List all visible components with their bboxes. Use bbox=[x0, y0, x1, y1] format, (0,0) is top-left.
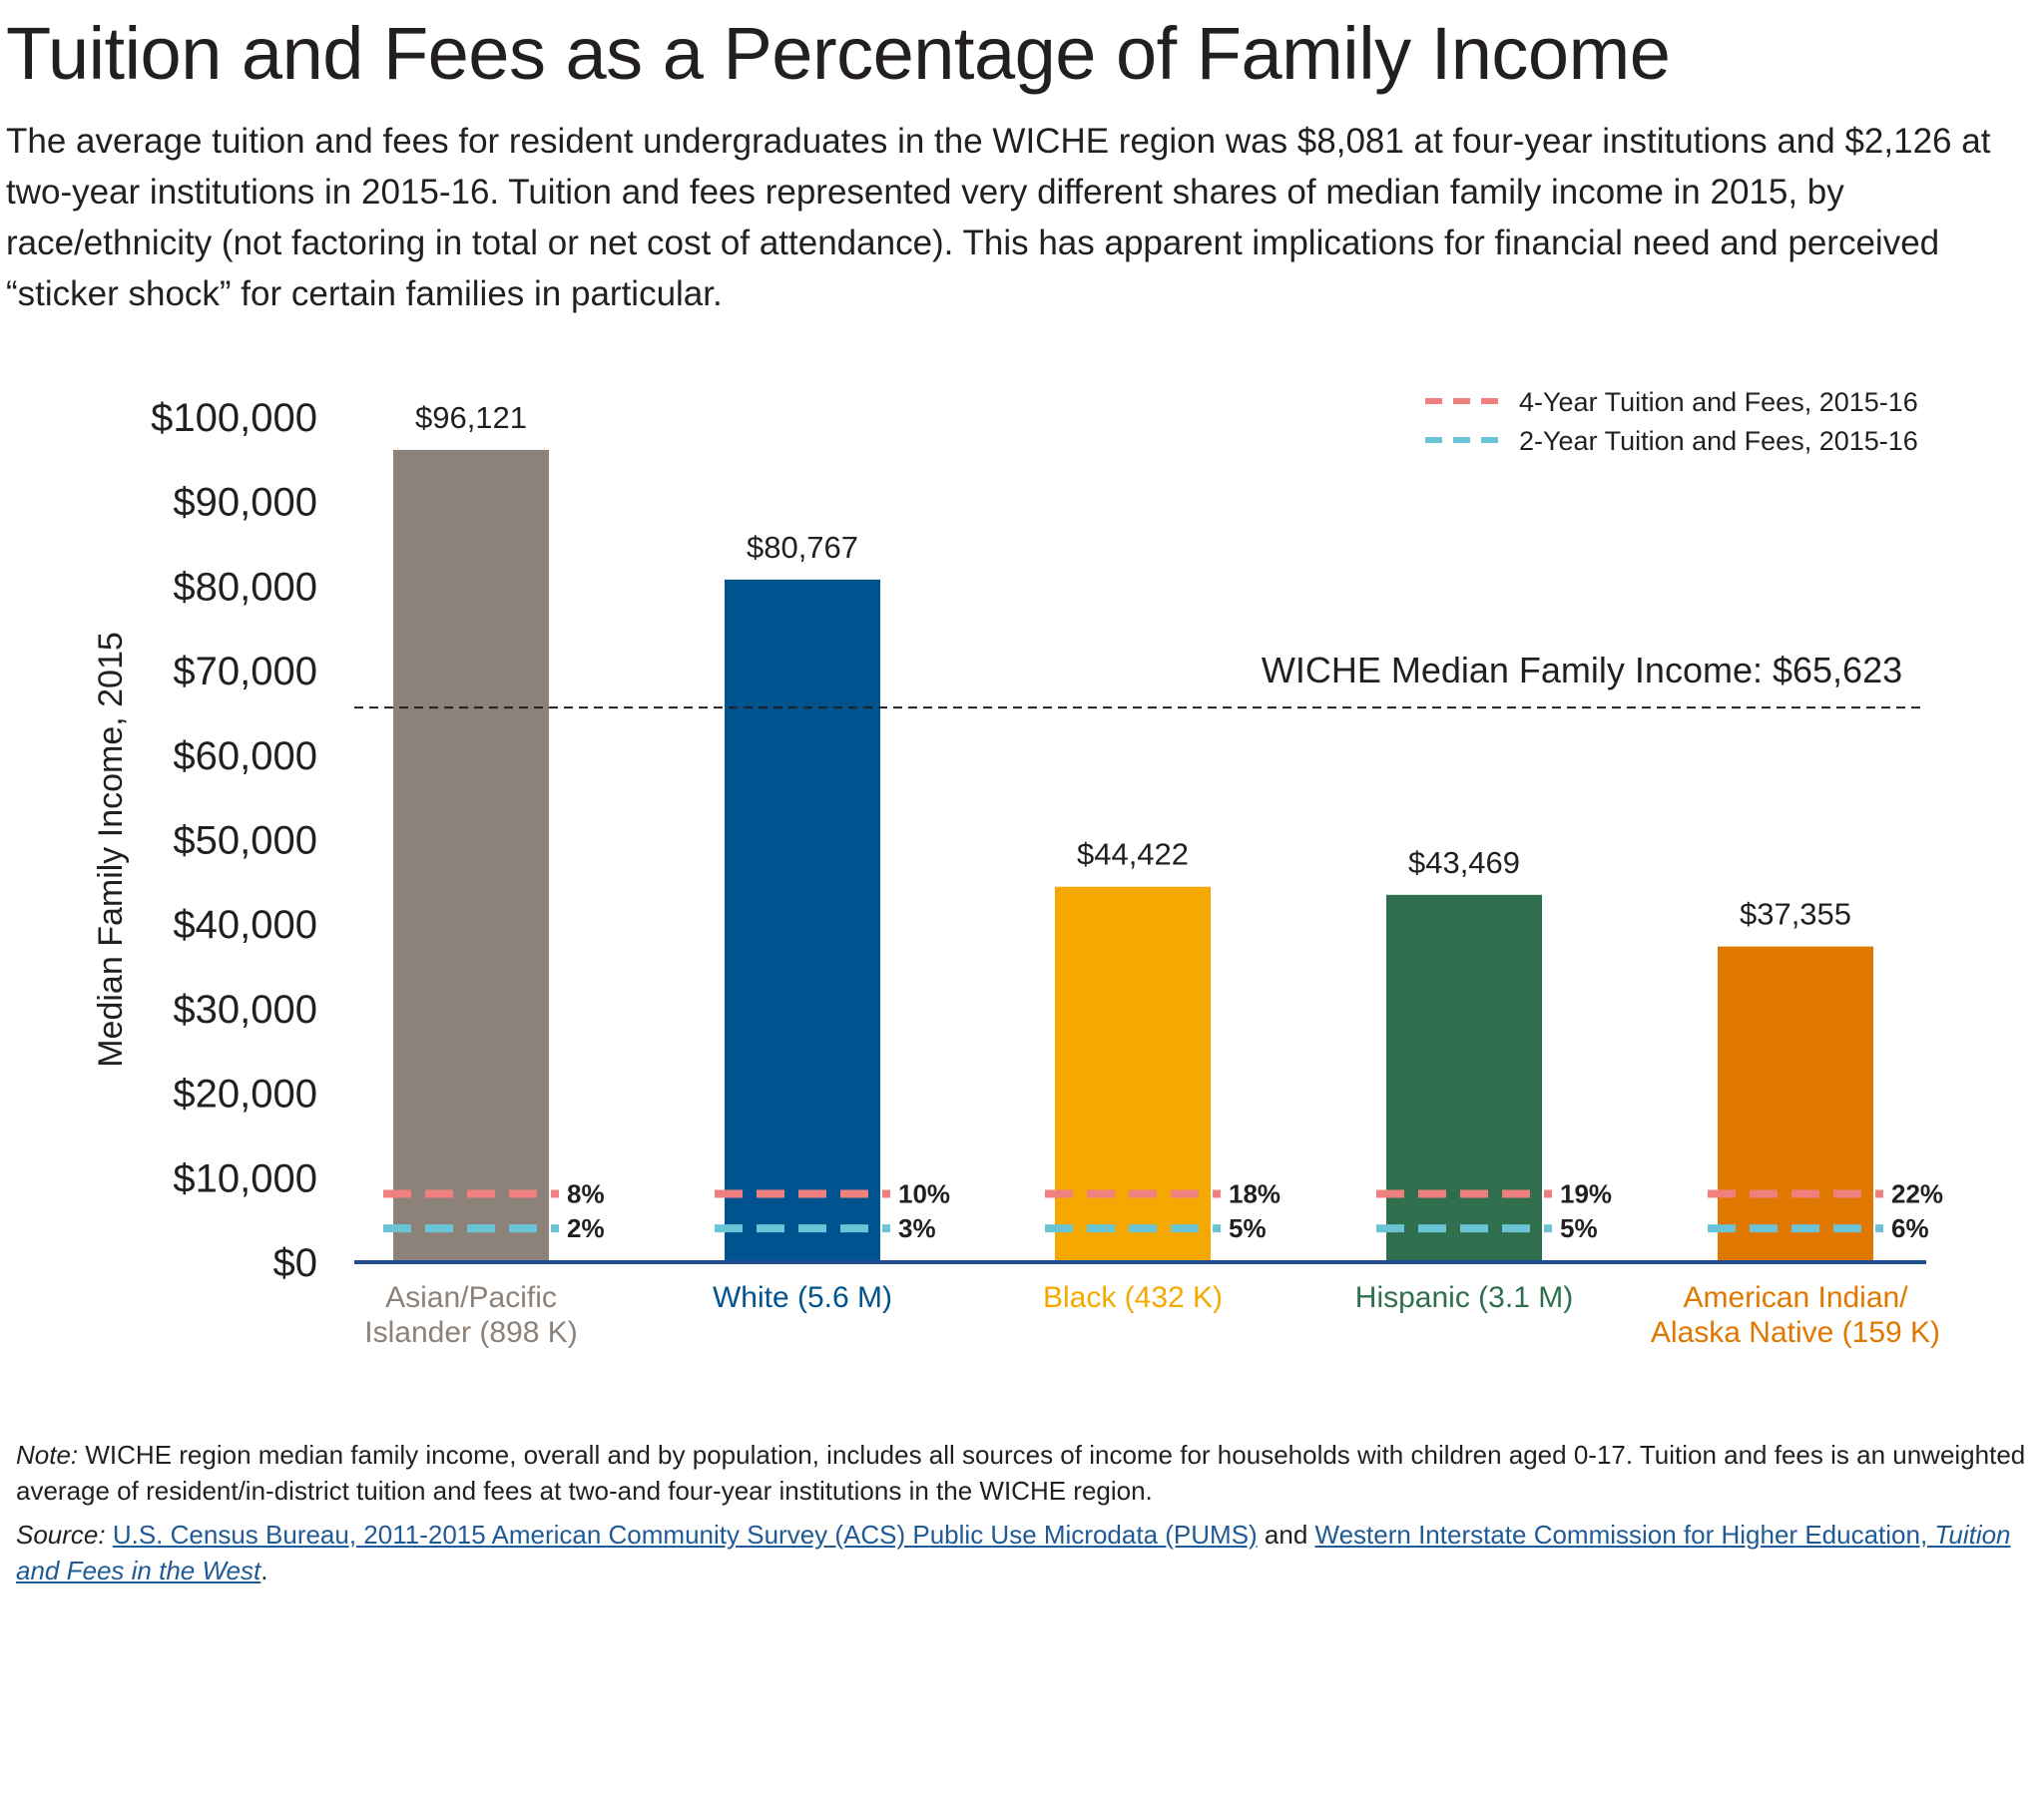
y-tick-label: $40,000 bbox=[173, 903, 317, 947]
note-text: WICHE region median family income, overa… bbox=[16, 1440, 2026, 1506]
tuition-pct-label: 19% bbox=[1560, 1179, 1612, 1209]
source-label: Source: bbox=[16, 1520, 106, 1550]
category-label: Asian/Pacific bbox=[385, 1281, 557, 1314]
source-link-census[interactable]: U.S. Census Bureau, 2011-2015 American C… bbox=[112, 1520, 1258, 1550]
bar-value-label: $43,469 bbox=[1408, 845, 1520, 880]
y-tick-label: $30,000 bbox=[173, 988, 317, 1032]
source-and: and bbox=[1257, 1520, 1315, 1550]
tuition-pct-label: 2% bbox=[567, 1213, 605, 1243]
tuition-pct-label: 22% bbox=[1891, 1179, 1943, 1209]
category-label-line2: Islander (898 K) bbox=[364, 1316, 577, 1349]
bar bbox=[725, 579, 880, 1262]
legend-entry: 2-Year Tuition and Fees, 2015-16 bbox=[1519, 426, 1918, 456]
tuition-pct-label: 6% bbox=[1891, 1213, 1929, 1243]
income-bar-chart: $0 $10,000 $20,000 $30,000 $40,000 $50,000 $60… bbox=[92, 387, 1943, 1349]
tuition-pct-label: 8% bbox=[567, 1179, 605, 1209]
bar-value-label: $96,121 bbox=[415, 400, 527, 435]
y-tick-label: $0 bbox=[273, 1241, 318, 1285]
bar-value-label: $44,422 bbox=[1077, 837, 1189, 872]
notes-section: Note: WICHE region median family income,… bbox=[16, 1437, 2032, 1596]
note-label: Note: bbox=[16, 1440, 79, 1470]
source-link-wiche-text: Western Interstate Commission for Higher… bbox=[1314, 1520, 1935, 1550]
category-label: Hispanic (3.1 M) bbox=[1355, 1281, 1573, 1314]
y-tick-label: $50,000 bbox=[173, 819, 317, 863]
y-tick-label: $100,000 bbox=[151, 396, 317, 440]
bar bbox=[1386, 894, 1542, 1262]
category-label-line2: Alaska Native (159 K) bbox=[1651, 1316, 1940, 1349]
page-subtitle: The average tuition and fees for residen… bbox=[6, 122, 1991, 313]
y-tick-label: $20,000 bbox=[173, 1073, 317, 1117]
y-tick-label: $60,000 bbox=[173, 734, 317, 778]
category-label: Black (432 K) bbox=[1043, 1281, 1223, 1314]
bar-value-label: $37,355 bbox=[1740, 897, 1851, 932]
source-end: . bbox=[260, 1556, 268, 1585]
bar bbox=[1055, 886, 1211, 1262]
tuition-pct-label: 5% bbox=[1560, 1213, 1598, 1243]
note-paragraph: Note: WICHE region median family income,… bbox=[16, 1437, 2032, 1509]
tuition-pct-label: 18% bbox=[1229, 1179, 1280, 1209]
source-link-wiche-title: Tuition and Fees in the West bbox=[16, 1520, 2011, 1585]
tuition-pct-label: 5% bbox=[1229, 1213, 1267, 1243]
page-title: Tuition and Fees as a Percentage of Fami… bbox=[6, 12, 1671, 95]
tuition-pct-label: 10% bbox=[898, 1179, 950, 1209]
source-link-wiche[interactable]: Western Interstate Commission for Higher… bbox=[16, 1520, 2011, 1585]
bar bbox=[393, 449, 549, 1263]
y-tick-label: $80,000 bbox=[173, 565, 317, 609]
category-label: White (5.6 M) bbox=[713, 1281, 892, 1314]
y-tick-label: $10,000 bbox=[173, 1156, 317, 1200]
y-tick-label: $90,000 bbox=[173, 481, 317, 525]
y-tick-label: $70,000 bbox=[173, 650, 317, 693]
tuition-pct-label: 3% bbox=[898, 1213, 936, 1243]
y-axis-label: Median Family Income, 2015 bbox=[92, 632, 130, 1068]
bar-value-label: $80,767 bbox=[747, 530, 858, 565]
bar bbox=[1718, 946, 1873, 1262]
legend-entry: 4-Year Tuition and Fees, 2015-16 bbox=[1519, 387, 1918, 417]
median-reference-label: WICHE Median Family Income: $65,623 bbox=[1262, 650, 1902, 690]
category-label: American Indian/ bbox=[1683, 1281, 1908, 1314]
source-paragraph: Source: U.S. Census Bureau, 2011-2015 Am… bbox=[16, 1517, 2032, 1588]
